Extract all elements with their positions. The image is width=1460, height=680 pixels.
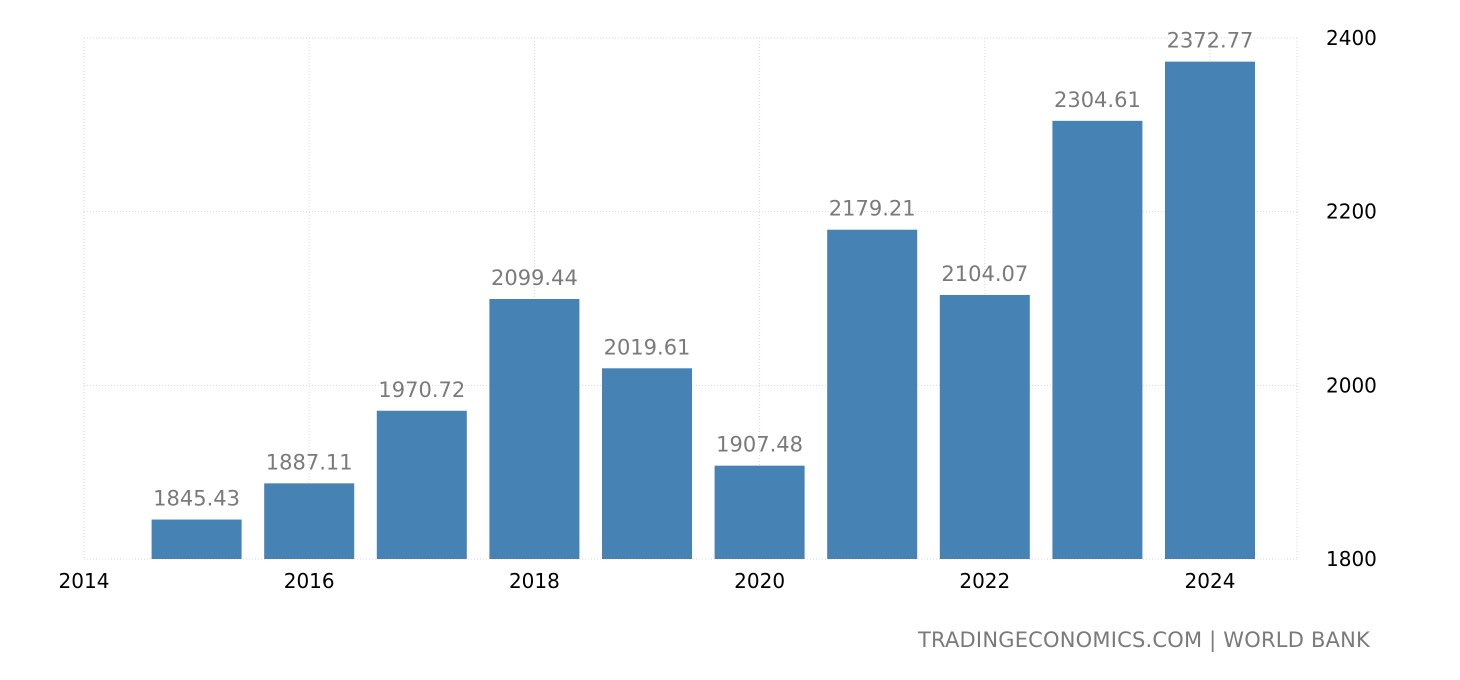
data-label-2022: 2104.07 xyxy=(941,262,1028,286)
bar-2020 xyxy=(714,465,805,559)
bar-2019 xyxy=(602,368,692,559)
x-tick-label: 2024 xyxy=(1185,569,1236,593)
source-credit: TRADINGECONOMICS.COM | WORLD BANK xyxy=(918,628,1370,652)
x-tick-label: 2022 xyxy=(959,569,1010,593)
y-axis-ticks: 1800 2000 2200 2400 xyxy=(1326,26,1377,571)
x-axis-ticks: 2014 2016 2018 2020 2022 2024 xyxy=(59,569,1236,593)
data-labels: 1845.43 1887.11 1970.72 2099.44 2019.61 1907.… xyxy=(153,29,1253,511)
bar-2016 xyxy=(264,483,355,559)
bar-2021 xyxy=(827,229,918,560)
data-label-2020: 1907.48 xyxy=(716,433,803,457)
y-tick-label: 2200 xyxy=(1326,200,1377,224)
bar-2017 xyxy=(376,410,467,559)
data-label-2023: 2304.61 xyxy=(1054,88,1141,112)
data-label-2016: 1887.11 xyxy=(266,450,353,474)
y-tick-label: 1800 xyxy=(1326,547,1377,571)
x-tick-label: 2020 xyxy=(734,569,785,593)
x-tick-label: 2014 xyxy=(59,569,110,593)
bar-2022 xyxy=(939,294,1030,559)
data-label-2017: 1970.72 xyxy=(378,378,465,402)
x-tick-label: 2016 xyxy=(284,569,335,593)
bar-2024 xyxy=(1165,61,1255,560)
bar-2018 xyxy=(489,298,580,559)
bar-2015 xyxy=(151,519,242,559)
bar-2023 xyxy=(1052,120,1143,559)
bars xyxy=(151,61,1255,560)
data-label-2024: 2372.77 xyxy=(1167,29,1254,53)
x-tick-label: 2018 xyxy=(509,569,560,593)
data-label-2021: 2179.21 xyxy=(829,197,916,221)
y-tick-label: 2400 xyxy=(1326,26,1377,50)
y-tick-label: 2000 xyxy=(1326,373,1377,397)
data-label-2015: 1845.43 xyxy=(153,487,240,511)
data-label-2018: 2099.44 xyxy=(491,266,578,290)
data-label-2019: 2019.61 xyxy=(604,335,691,359)
